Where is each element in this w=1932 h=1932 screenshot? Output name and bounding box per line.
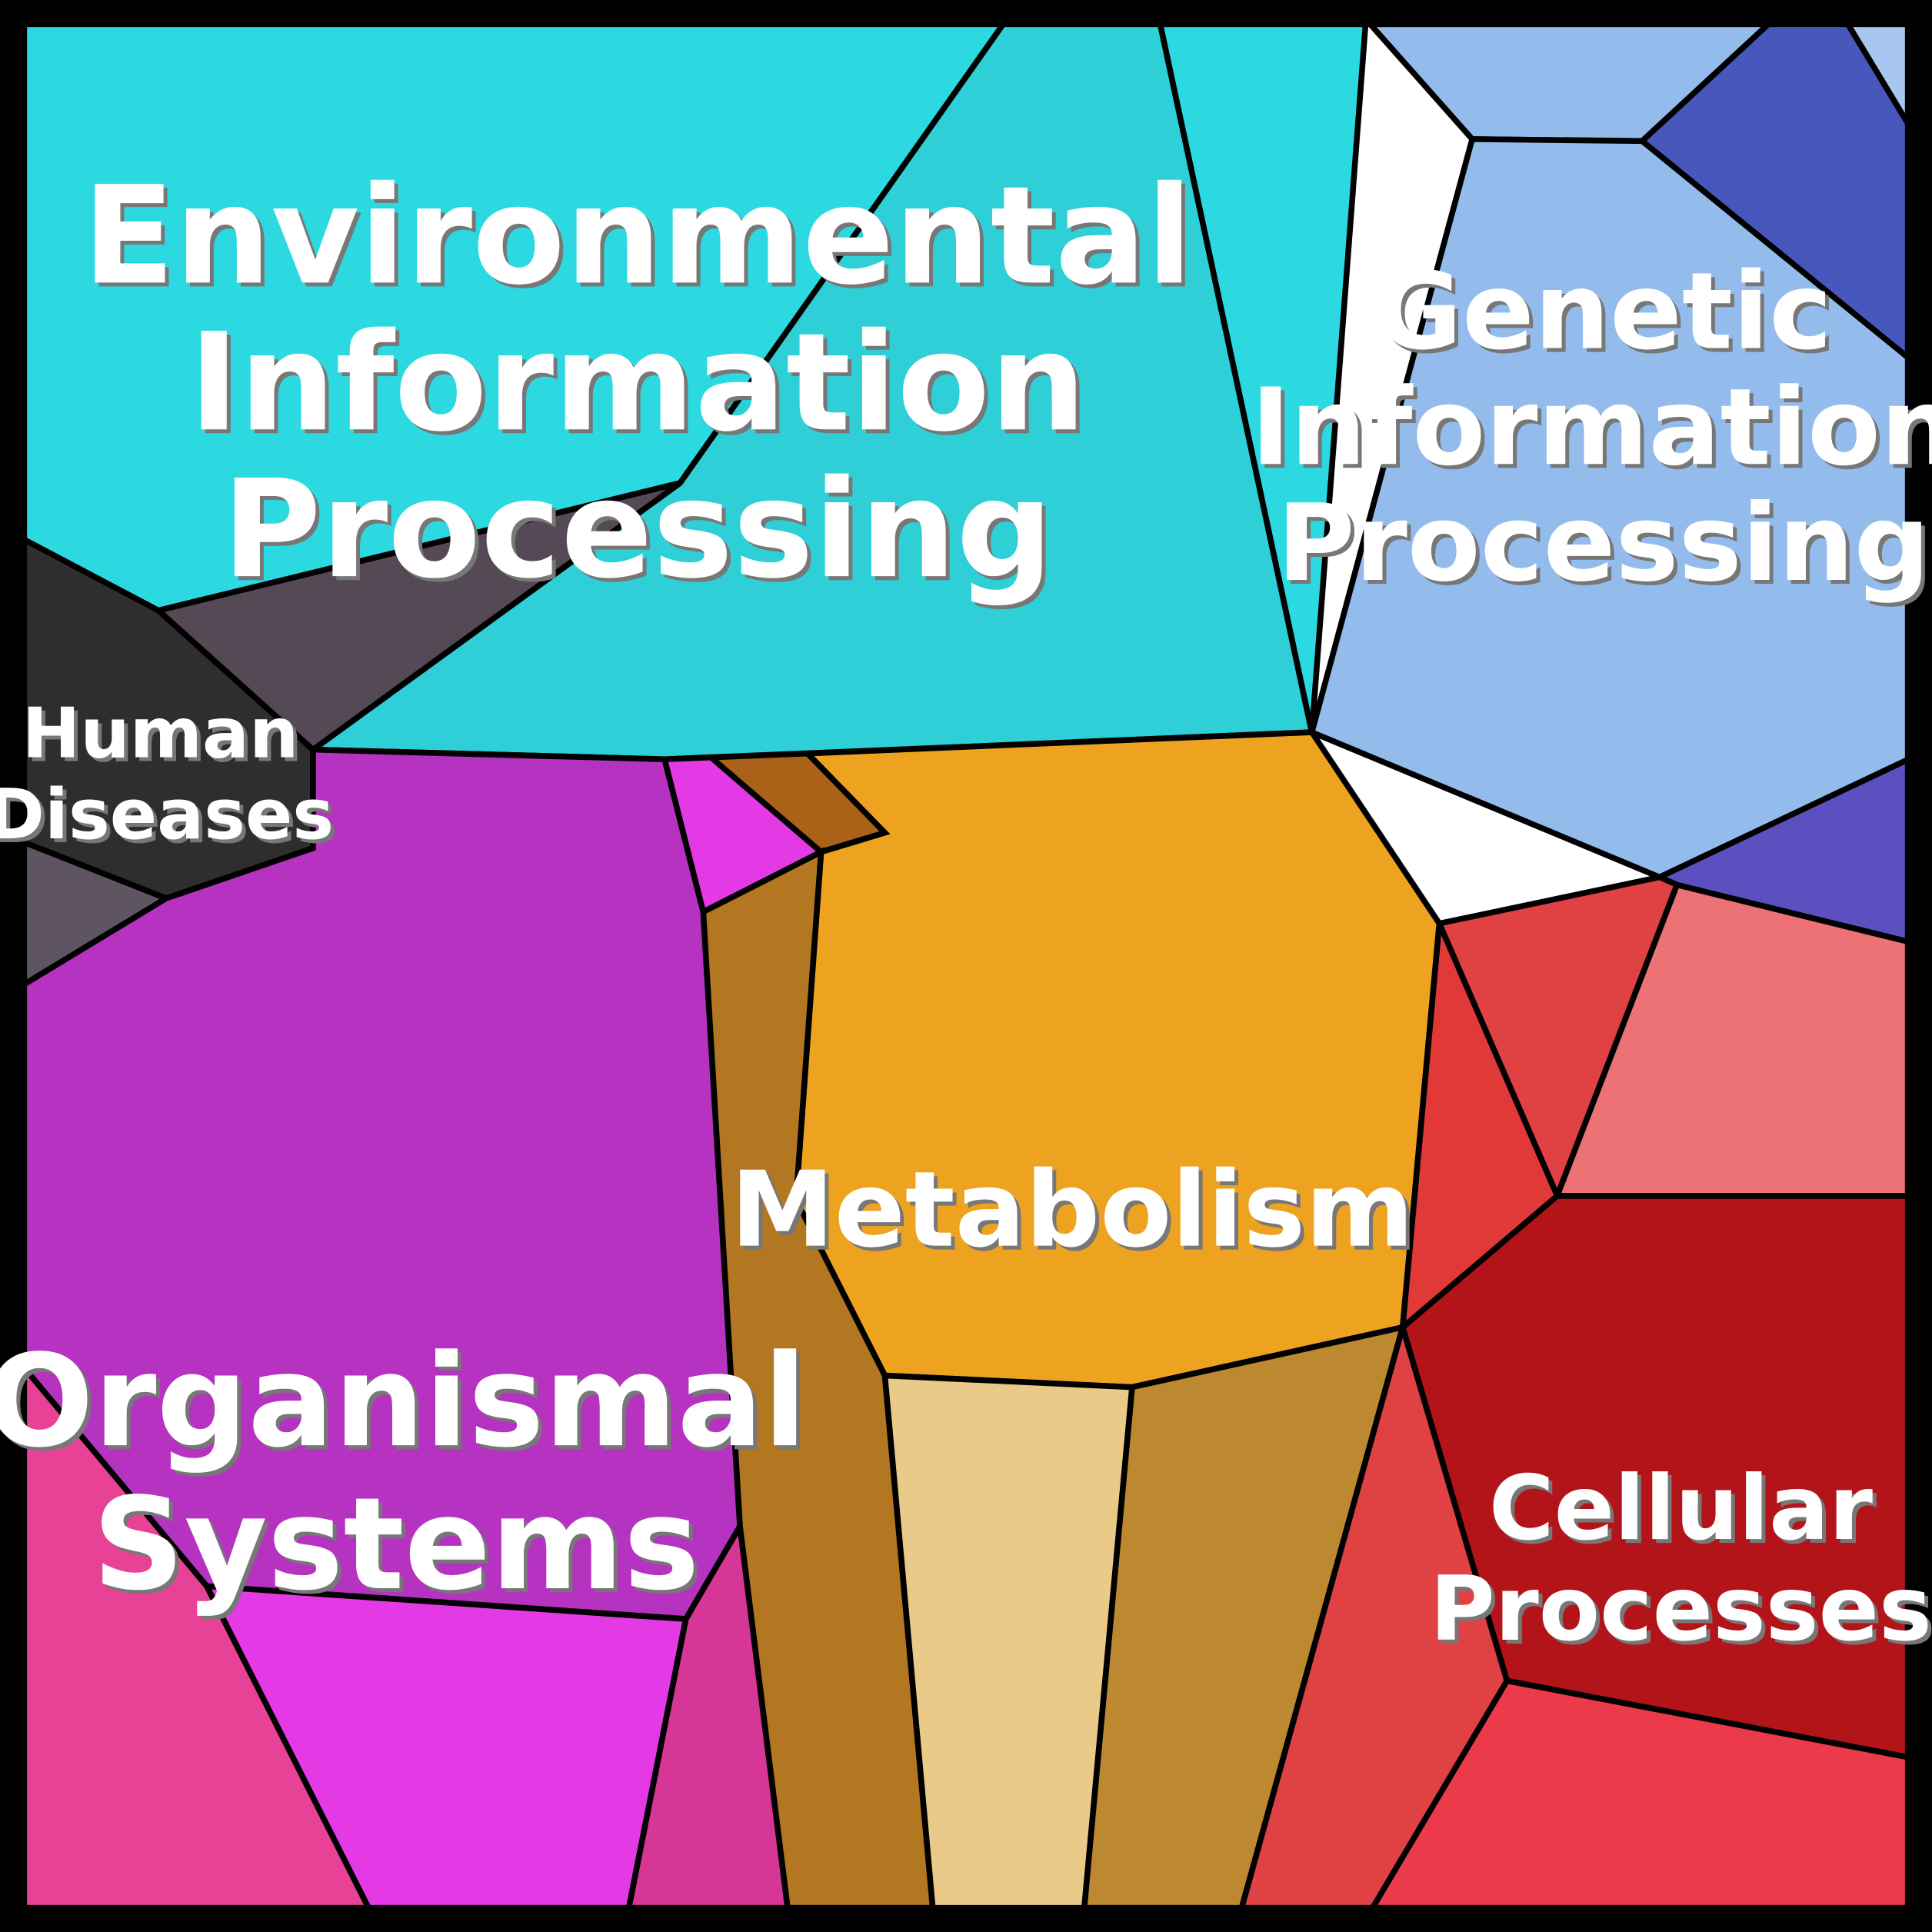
label-organismal: Organismal [0,1327,807,1476]
label-environmental: Information [189,305,1087,461]
label-organismal: Systems [92,1471,699,1619]
label-genetic: Information [1251,365,1932,489]
label-metabolism: Metabolism [731,1149,1414,1271]
cell-metabolism [796,732,1439,1387]
label-genetic: Processing [1277,481,1930,605]
voronoi-treemap: EnvironmentalEnvironmentalInformationInf… [0,0,1932,1932]
label-cellular: Cellular [1489,1457,1873,1561]
label-environmental: Environmental [82,158,1192,315]
label-human-diseases: Diseases [0,774,334,855]
label-environmental: Processing [222,451,1053,608]
label-human-diseases: Human [22,693,299,774]
diagram-container: EnvironmentalEnvironmentalInformationInf… [0,0,1932,1932]
label-genetic: Genetic [1375,250,1832,374]
label-cellular: Processes [1430,1558,1932,1661]
